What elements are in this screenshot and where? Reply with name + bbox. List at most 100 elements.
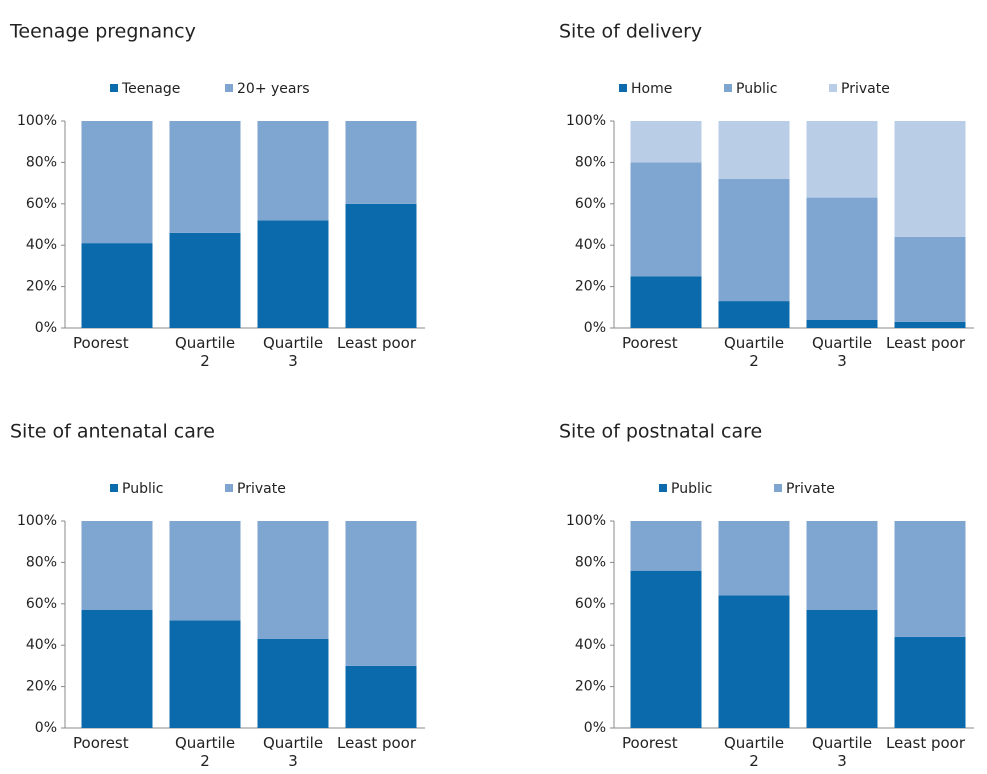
- y-tick-label: 80%: [26, 154, 57, 170]
- legend-label: Public: [122, 481, 163, 497]
- bar-segment: [630, 121, 702, 163]
- bar-segment: [345, 521, 417, 666]
- legend-label: Home: [631, 81, 672, 97]
- y-tick-label: 20%: [26, 279, 57, 295]
- bar-segment: [630, 276, 702, 328]
- y-tick-label: 0%: [35, 320, 57, 336]
- bar-segment: [257, 121, 329, 221]
- x-tick-label: Least poor: [337, 734, 417, 752]
- y-tick-label: 60%: [26, 196, 57, 212]
- x-tick-label: Quartile 3: [811, 334, 873, 370]
- bar-segment: [345, 121, 417, 204]
- y-tick-label: 60%: [575, 596, 606, 612]
- bar-segment: [894, 321, 966, 328]
- y-tick-label: 80%: [26, 554, 57, 570]
- y-tick-label: 40%: [575, 237, 606, 253]
- x-tick-label: Quartile 2: [174, 734, 236, 770]
- y-tick-label: 80%: [575, 154, 606, 170]
- y-tick-label: 100%: [17, 113, 57, 129]
- x-tick-label: Poorest: [73, 734, 129, 752]
- chart-title: Teenage pregnancy: [9, 21, 196, 43]
- y-tick-label: 100%: [17, 513, 57, 529]
- bar-segment: [894, 121, 966, 237]
- bar-segment: [806, 121, 878, 198]
- bar-segment: [169, 121, 241, 233]
- legend-swatch: [659, 484, 667, 492]
- bar-segment: [81, 243, 153, 328]
- bar-segment: [345, 203, 417, 328]
- chart-title: Site of antenatal care: [10, 421, 215, 443]
- bar-segment: [806, 521, 878, 611]
- legend-swatch: [110, 84, 118, 92]
- x-tick-label: Least poor: [886, 734, 966, 752]
- legend-swatch: [225, 484, 233, 492]
- bar-segment: [81, 521, 153, 611]
- x-tick-label: Quartile 3: [262, 734, 324, 770]
- legend-label: Private: [786, 481, 835, 497]
- y-tick-label: 40%: [575, 637, 606, 653]
- legend-label: 20+ years: [237, 81, 310, 97]
- legend-label: Private: [237, 481, 286, 497]
- bar-segment: [806, 197, 878, 320]
- bar-segment: [718, 521, 790, 596]
- bar-segment: [894, 636, 966, 728]
- y-tick-label: 100%: [566, 513, 606, 529]
- bar-segment: [169, 521, 241, 621]
- x-tick-label: Poorest: [622, 334, 678, 352]
- bar-segment: [718, 301, 790, 328]
- bar-segment: [806, 319, 878, 328]
- y-tick-label: 0%: [35, 720, 57, 736]
- bar-segment: [718, 595, 790, 728]
- y-tick-label: 20%: [26, 679, 57, 695]
- x-tick-label: Least poor: [886, 334, 966, 352]
- y-tick-label: 40%: [26, 237, 57, 253]
- y-tick-label: 100%: [566, 113, 606, 129]
- bar-segment: [257, 638, 329, 728]
- x-tick-label: Poorest: [622, 734, 678, 752]
- y-tick-label: 20%: [575, 679, 606, 695]
- x-tick-label: Quartile 3: [262, 334, 324, 370]
- bar-segment: [806, 610, 878, 728]
- legend-swatch: [619, 84, 627, 92]
- y-tick-label: 60%: [575, 196, 606, 212]
- x-tick-label: Quartile 3: [811, 734, 873, 770]
- bar-segment: [718, 121, 790, 179]
- bar-segment: [81, 121, 153, 244]
- bar-segment: [894, 236, 966, 322]
- bar-segment: [81, 610, 153, 728]
- legend-label: Teenage: [121, 81, 180, 97]
- x-tick-label: Poorest: [73, 334, 129, 352]
- y-tick-label: 40%: [26, 637, 57, 653]
- bar-segment: [630, 521, 702, 571]
- y-tick-label: 0%: [584, 720, 606, 736]
- y-tick-label: 80%: [575, 554, 606, 570]
- legend-label: Public: [736, 81, 777, 97]
- x-tick-label: Quartile 2: [174, 334, 236, 370]
- legend-swatch: [829, 84, 837, 92]
- legend-swatch: [774, 484, 782, 492]
- legend-swatch: [225, 84, 233, 92]
- legend-label: Private: [841, 81, 890, 97]
- bar-segment: [345, 665, 417, 728]
- y-tick-label: 20%: [575, 279, 606, 295]
- legend-swatch: [110, 484, 118, 492]
- legend-label: Public: [671, 481, 712, 497]
- y-tick-label: 0%: [584, 320, 606, 336]
- bar-segment: [894, 521, 966, 637]
- bar-segment: [630, 570, 702, 728]
- bar-segment: [257, 220, 329, 328]
- chart-title: Site of delivery: [559, 21, 702, 43]
- bar-segment: [169, 232, 241, 328]
- y-tick-label: 60%: [26, 596, 57, 612]
- bar-segment: [169, 620, 241, 728]
- chart-title: Site of postnatal care: [559, 421, 762, 443]
- x-tick-label: Quartile 2: [723, 734, 785, 770]
- bar-segment: [718, 178, 790, 302]
- legend-swatch: [724, 84, 732, 92]
- x-tick-label: Least poor: [337, 334, 417, 352]
- x-tick-label: Quartile 2: [723, 334, 785, 370]
- bar-segment: [630, 162, 702, 277]
- bar-segment: [257, 521, 329, 639]
